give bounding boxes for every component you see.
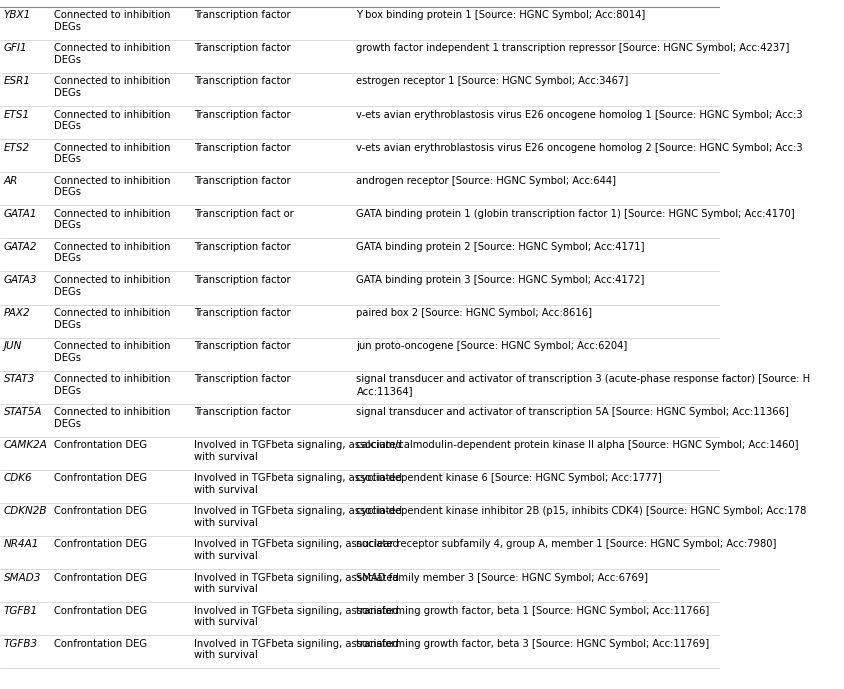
- Text: Connected to inhibition
DEGs: Connected to inhibition DEGs: [54, 209, 170, 230]
- Text: Transcription factor: Transcription factor: [194, 76, 291, 87]
- Text: GATA3: GATA3: [3, 275, 37, 285]
- Text: ETS2: ETS2: [3, 143, 30, 153]
- Text: GFI1: GFI1: [3, 43, 27, 54]
- Text: PAX2: PAX2: [3, 308, 30, 318]
- Text: Involved in TGFbeta signiling, associated
with survival: Involved in TGFbeta signiling, associate…: [194, 573, 399, 594]
- Text: Involved in TGFbeta signaling, associated
with survival: Involved in TGFbeta signaling, associate…: [194, 473, 403, 495]
- Text: NR4A1: NR4A1: [3, 539, 39, 550]
- Text: nuclear receptor subfamily 4, group A, member 1 [Source: HGNC Symbol; Acc:7980]: nuclear receptor subfamily 4, group A, m…: [356, 539, 776, 550]
- Text: Transcription factor: Transcription factor: [194, 341, 291, 351]
- Text: Transcription factor: Transcription factor: [194, 10, 291, 21]
- Text: TGFB3: TGFB3: [3, 639, 38, 649]
- Text: Connected to inhibition
DEGs: Connected to inhibition DEGs: [54, 242, 170, 263]
- Text: CAMK2A: CAMK2A: [3, 440, 47, 451]
- Text: AR: AR: [3, 176, 18, 186]
- Text: Connected to inhibition
DEGs: Connected to inhibition DEGs: [54, 374, 170, 395]
- Text: cyclin-dependent kinase 6 [Source: HGNC Symbol; Acc:1777]: cyclin-dependent kinase 6 [Source: HGNC …: [356, 473, 663, 484]
- Text: Confrontation DEG: Confrontation DEG: [54, 639, 147, 649]
- Text: STAT3: STAT3: [3, 374, 35, 384]
- Text: Transcription factor: Transcription factor: [194, 110, 291, 120]
- Text: Transcription factor: Transcription factor: [194, 308, 291, 318]
- Text: v-ets avian erythroblastosis virus E26 oncogene homolog 1 [Source: HGNC Symbol; : v-ets avian erythroblastosis virus E26 o…: [356, 110, 803, 120]
- Text: calcium/calmodulin-dependent protein kinase II alpha [Source: HGNC Symbol; Acc:1: calcium/calmodulin-dependent protein kin…: [356, 440, 799, 451]
- Text: YBX1: YBX1: [3, 10, 31, 21]
- Text: Transcription factor: Transcription factor: [194, 176, 291, 186]
- Text: ETS1: ETS1: [3, 110, 30, 120]
- Text: jun proto-oncogene [Source: HGNC Symbol; Acc:6204]: jun proto-oncogene [Source: HGNC Symbol;…: [356, 341, 628, 351]
- Text: GATA1: GATA1: [3, 209, 37, 219]
- Text: Transcription factor: Transcription factor: [194, 43, 291, 54]
- Text: ESR1: ESR1: [3, 76, 30, 87]
- Text: SMAD family member 3 [Source: HGNC Symbol; Acc:6769]: SMAD family member 3 [Source: HGNC Symbo…: [356, 573, 648, 583]
- Text: Confrontation DEG: Confrontation DEG: [54, 606, 147, 616]
- Text: transforming growth factor, beta 1 [Source: HGNC Symbol; Acc:11766]: transforming growth factor, beta 1 [Sour…: [356, 606, 710, 616]
- Text: Connected to inhibition
DEGs: Connected to inhibition DEGs: [54, 176, 170, 197]
- Text: Transcription factor: Transcription factor: [194, 143, 291, 153]
- Text: GATA binding protein 2 [Source: HGNC Symbol; Acc:4171]: GATA binding protein 2 [Source: HGNC Sym…: [356, 242, 645, 252]
- Text: GATA binding protein 3 [Source: HGNC Symbol; Acc:4172]: GATA binding protein 3 [Source: HGNC Sym…: [356, 275, 645, 285]
- Text: growth factor independent 1 transcription repressor [Source: HGNC Symbol; Acc:42: growth factor independent 1 transcriptio…: [356, 43, 790, 54]
- Text: Involved in TGFbeta signiling, associated
with survival: Involved in TGFbeta signiling, associate…: [194, 539, 399, 561]
- Text: Connected to inhibition
DEGs: Connected to inhibition DEGs: [54, 275, 170, 296]
- Text: Connected to inhibition
DEGs: Connected to inhibition DEGs: [54, 10, 170, 32]
- Text: Involved in TGFbeta signiling, associated
with survival: Involved in TGFbeta signiling, associate…: [194, 606, 399, 627]
- Text: cyclin-dependent kinase inhibitor 2B (p15, inhibits CDK4) [Source: HGNC Symbol; : cyclin-dependent kinase inhibitor 2B (p1…: [356, 506, 807, 517]
- Text: GATA binding protein 1 (globin transcription factor 1) [Source: HGNC Symbol; Acc: GATA binding protein 1 (globin transcrip…: [356, 209, 795, 219]
- Text: CDK6: CDK6: [3, 473, 32, 484]
- Text: Involved in TGFbeta signiling, associated
with survival: Involved in TGFbeta signiling, associate…: [194, 639, 399, 660]
- Text: JUN: JUN: [3, 341, 22, 351]
- Text: Confrontation DEG: Confrontation DEG: [54, 573, 147, 583]
- Text: Connected to inhibition
DEGs: Connected to inhibition DEGs: [54, 143, 170, 164]
- Text: Transcription factor: Transcription factor: [194, 242, 291, 252]
- Text: SMAD3: SMAD3: [3, 573, 41, 583]
- Text: Involved in TGFbeta signaling, associated
with survival: Involved in TGFbeta signaling, associate…: [194, 440, 403, 462]
- Text: Confrontation DEG: Confrontation DEG: [54, 440, 147, 451]
- Text: v-ets avian erythroblastosis virus E26 oncogene homolog 2 [Source: HGNC Symbol; : v-ets avian erythroblastosis virus E26 o…: [356, 143, 803, 153]
- Text: signal transducer and activator of transcription 3 (acute-phase response factor): signal transducer and activator of trans…: [356, 374, 810, 395]
- Text: GATA2: GATA2: [3, 242, 37, 252]
- Text: Connected to inhibition
DEGs: Connected to inhibition DEGs: [54, 76, 170, 98]
- Text: Confrontation DEG: Confrontation DEG: [54, 506, 147, 517]
- Text: TGFB1: TGFB1: [3, 606, 38, 616]
- Text: estrogen receptor 1 [Source: HGNC Symbol; Acc:3467]: estrogen receptor 1 [Source: HGNC Symbol…: [356, 76, 629, 87]
- Text: Involved in TGFbeta signaling, associated
with survival: Involved in TGFbeta signaling, associate…: [194, 506, 403, 528]
- Text: paired box 2 [Source: HGNC Symbol; Acc:8616]: paired box 2 [Source: HGNC Symbol; Acc:8…: [356, 308, 592, 318]
- Text: transforming growth factor, beta 3 [Source: HGNC Symbol; Acc:11769]: transforming growth factor, beta 3 [Sour…: [356, 639, 710, 649]
- Text: Connected to inhibition
DEGs: Connected to inhibition DEGs: [54, 308, 170, 329]
- Text: Connected to inhibition
DEGs: Connected to inhibition DEGs: [54, 43, 170, 65]
- Text: STAT5A: STAT5A: [3, 407, 42, 418]
- Text: Confrontation DEG: Confrontation DEG: [54, 539, 147, 550]
- Text: Transcription factor: Transcription factor: [194, 374, 291, 384]
- Text: signal transducer and activator of transcription 5A [Source: HGNC Symbol; Acc:11: signal transducer and activator of trans…: [356, 407, 789, 418]
- Text: Confrontation DEG: Confrontation DEG: [54, 473, 147, 484]
- Text: Connected to inhibition
DEGs: Connected to inhibition DEGs: [54, 341, 170, 362]
- Text: Transcription factor: Transcription factor: [194, 275, 291, 285]
- Text: CDKN2B: CDKN2B: [3, 506, 47, 517]
- Text: Transcription factor: Transcription factor: [194, 407, 291, 418]
- Text: Y box binding protein 1 [Source: HGNC Symbol; Acc:8014]: Y box binding protein 1 [Source: HGNC Sy…: [356, 10, 646, 21]
- Text: androgen receptor [Source: HGNC Symbol; Acc:644]: androgen receptor [Source: HGNC Symbol; …: [356, 176, 616, 186]
- Text: Transcription fact or: Transcription fact or: [194, 209, 295, 219]
- Text: Connected to inhibition
DEGs: Connected to inhibition DEGs: [54, 407, 170, 429]
- Text: Connected to inhibition
DEGs: Connected to inhibition DEGs: [54, 110, 170, 131]
